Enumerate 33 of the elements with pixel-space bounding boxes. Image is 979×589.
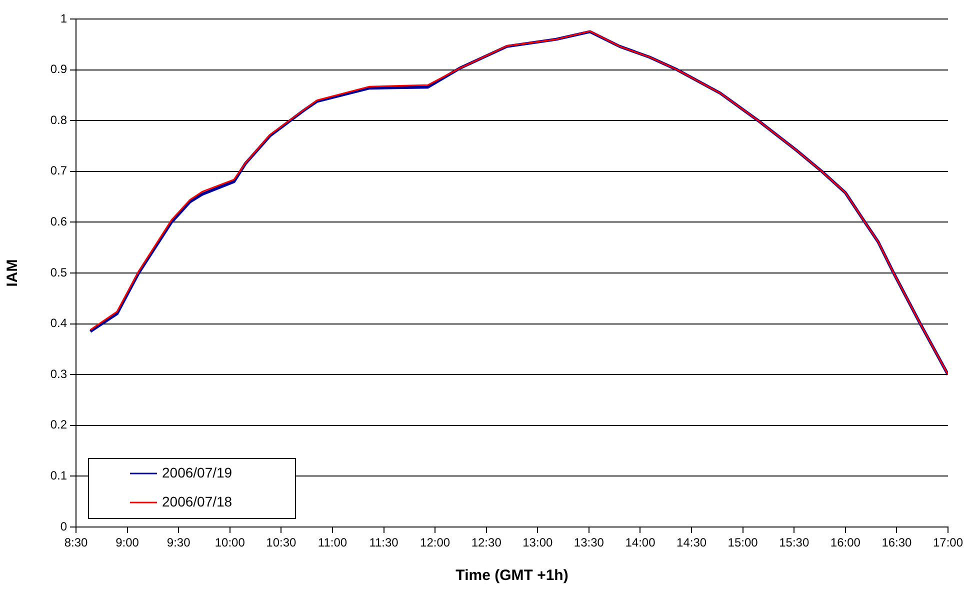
x-tick-label: 13:00 bbox=[522, 536, 553, 550]
y-tick-label: 0.2 bbox=[50, 418, 68, 432]
x-tick-label: 14:00 bbox=[625, 536, 656, 550]
x-tick-label: 11:00 bbox=[318, 536, 348, 550]
y-tick-label: 0.1 bbox=[50, 468, 68, 483]
x-tick-label: 14:30 bbox=[676, 536, 707, 550]
y-tick-label: 0.4 bbox=[50, 316, 68, 330]
y-tick-label: 0.3 bbox=[50, 366, 68, 381]
y-tick-label: 0 bbox=[60, 519, 68, 534]
x-tick-label: 17:00 bbox=[932, 536, 964, 550]
x-tick-label: 11:30 bbox=[369, 536, 399, 550]
x-tick-label: 10:30 bbox=[266, 536, 297, 550]
x-tick-label: 16:00 bbox=[830, 536, 861, 550]
y-tick-label: 0.7 bbox=[50, 164, 68, 178]
x-tick-label: 12:00 bbox=[420, 536, 450, 550]
y-axis-title: IAM bbox=[4, 259, 22, 287]
y-tick-label: 0.5 bbox=[50, 265, 68, 280]
x-tick-label: 12:30 bbox=[471, 536, 502, 550]
y-tick-label: 1 bbox=[60, 11, 68, 26]
x-tick-label: 15:30 bbox=[779, 536, 810, 550]
x-axis-title: Time (GMT +1h) bbox=[456, 567, 568, 584]
y-tick-label: 0.8 bbox=[50, 112, 68, 127]
x-tick-label: 13:30 bbox=[574, 536, 604, 550]
legend-label: 2006/07/19 bbox=[162, 464, 232, 480]
x-tick-label: 10:00 bbox=[214, 536, 246, 550]
legend-label: 2006/07/18 bbox=[162, 493, 232, 510]
x-tick-label: 9:00 bbox=[116, 536, 140, 550]
y-tick-label: 0.6 bbox=[50, 214, 68, 229]
x-tick-label: 15:00 bbox=[728, 536, 758, 550]
x-tick-label: 8:30 bbox=[64, 536, 88, 550]
x-tick-label: 16:30 bbox=[882, 536, 912, 550]
x-tick-label: 9:30 bbox=[166, 536, 191, 550]
y-tick-label: 0.9 bbox=[50, 62, 68, 76]
